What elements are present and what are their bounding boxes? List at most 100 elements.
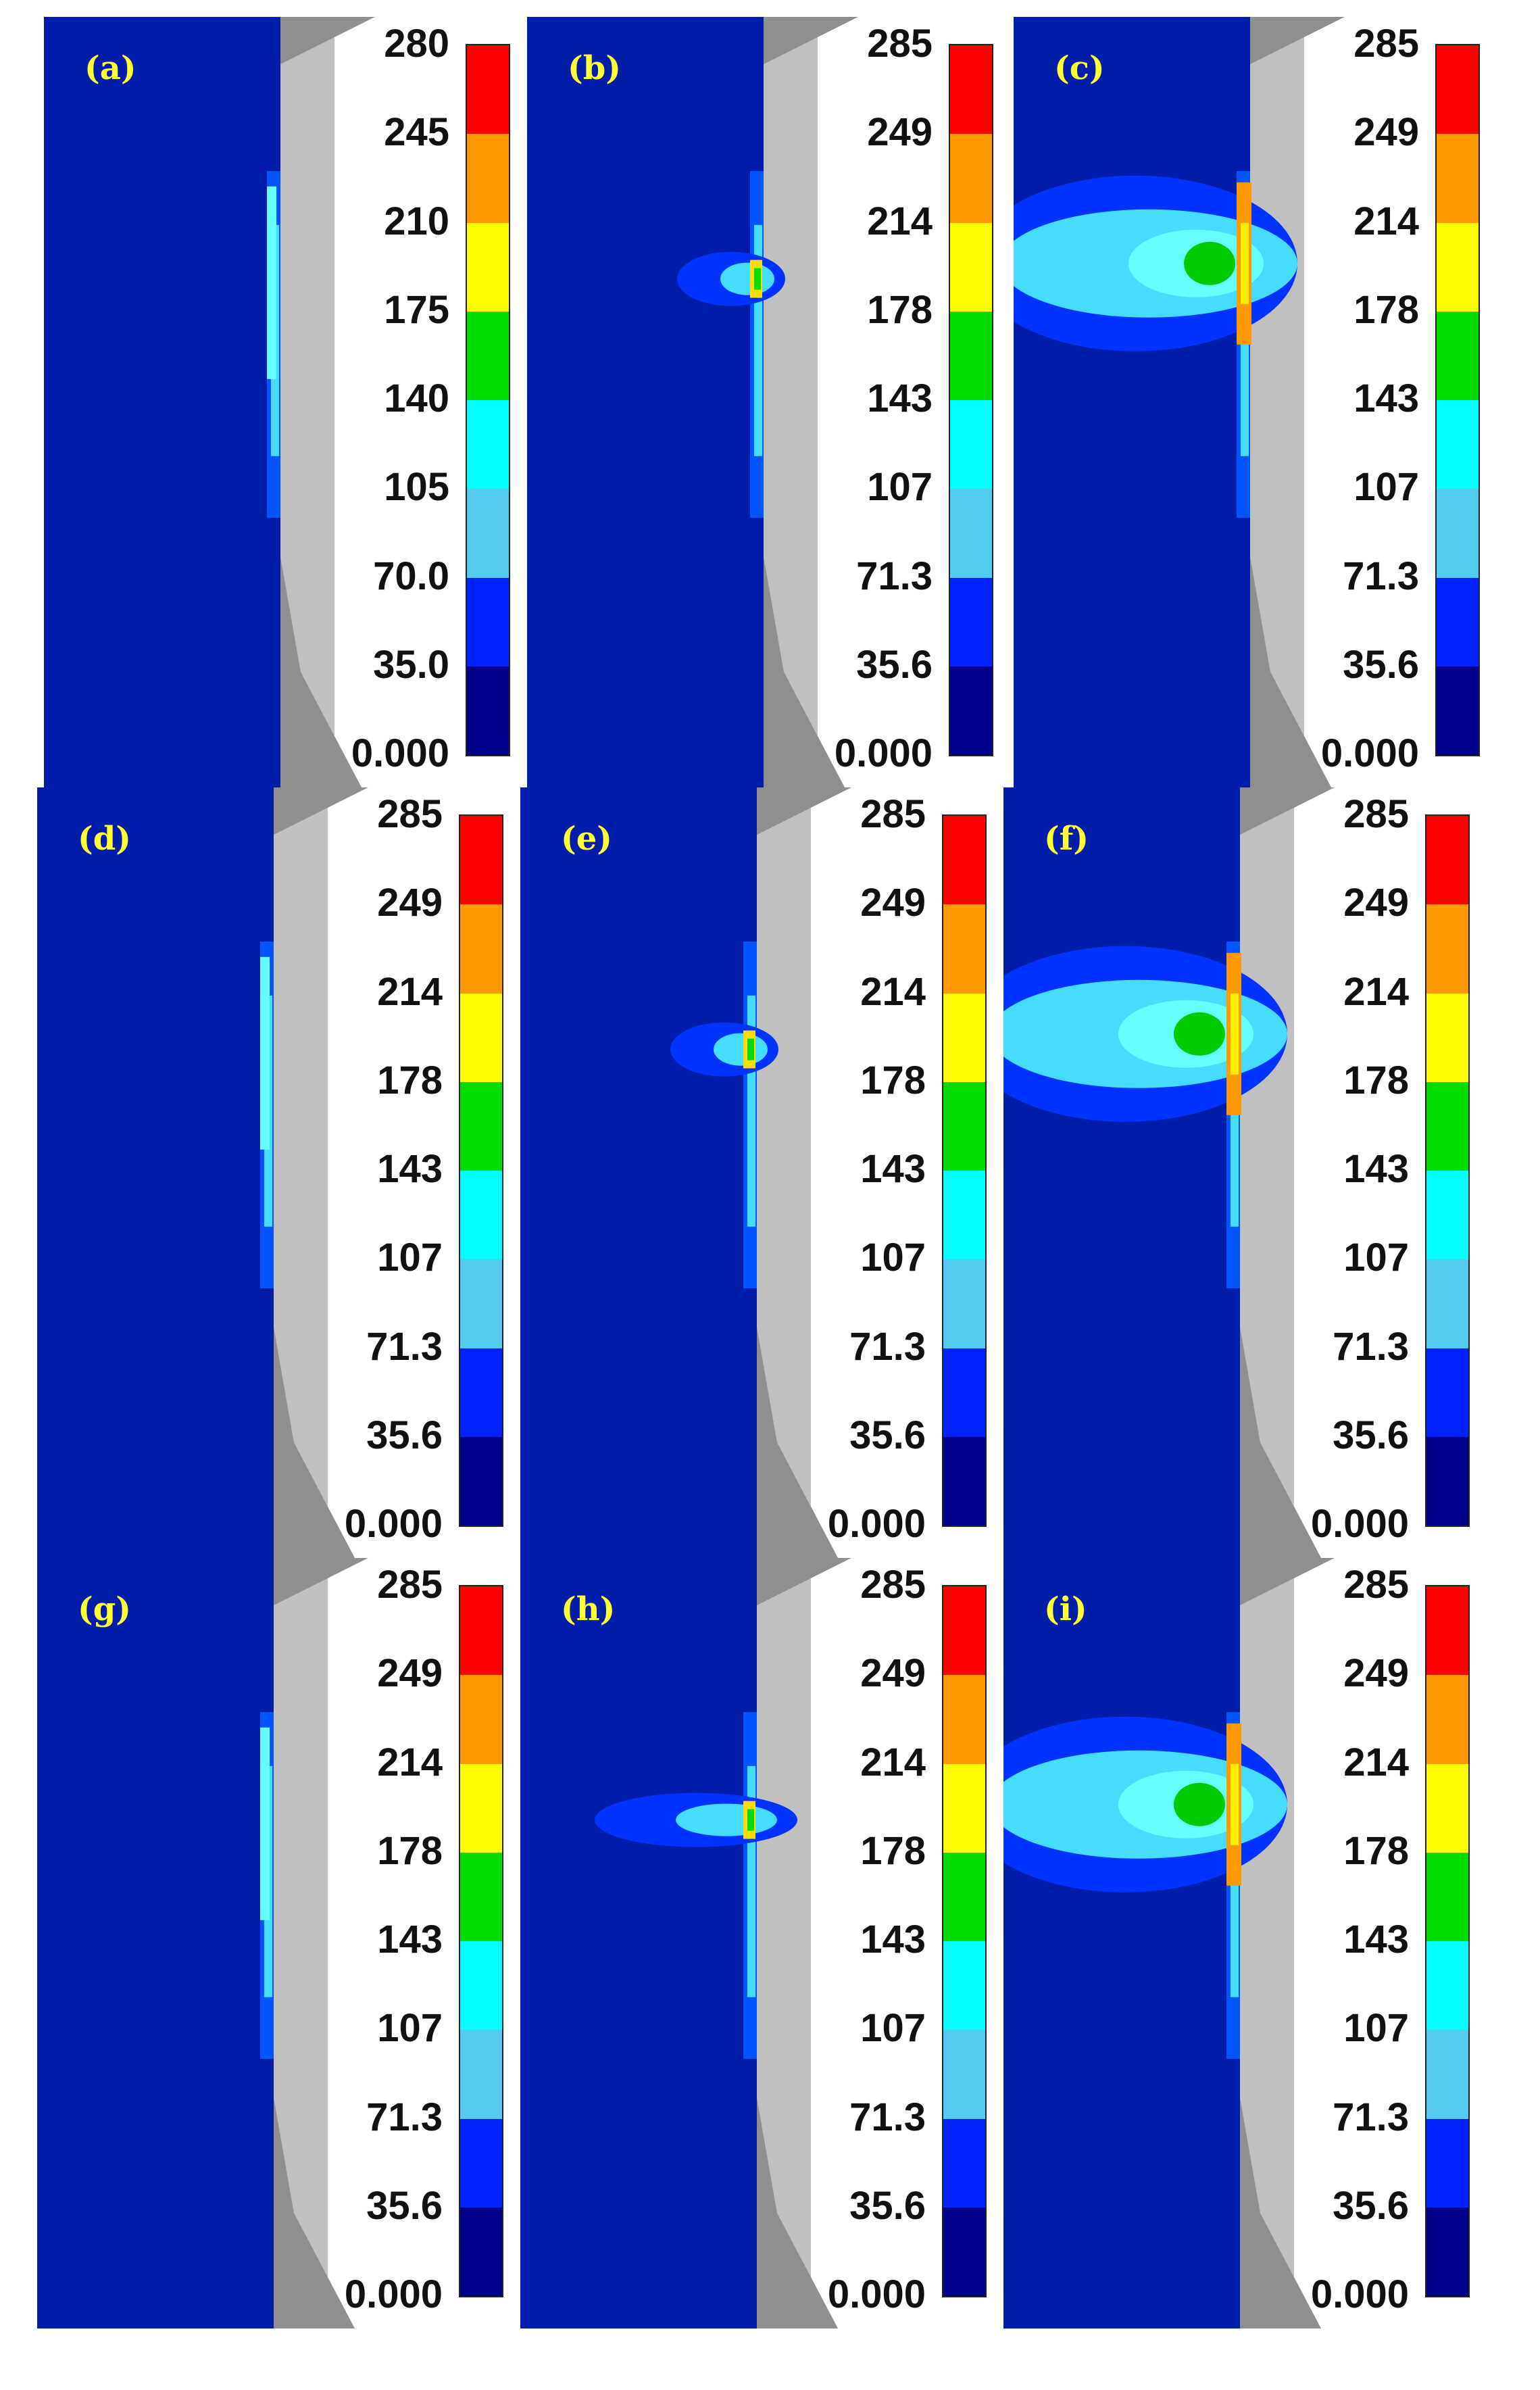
interface-hotspot xyxy=(267,186,276,379)
scale-label: 214 xyxy=(1343,1740,1409,1784)
tool-rake-face xyxy=(1250,17,1345,64)
colorbar-segment xyxy=(460,1941,502,2030)
colorbar-segment xyxy=(1426,1259,1468,1348)
scale-label: 178 xyxy=(860,1058,926,1102)
scale-label: 143 xyxy=(377,1147,443,1191)
scale-label: 249 xyxy=(860,1651,926,1696)
heat-plume-inner xyxy=(676,1803,777,1836)
colorbar-segment xyxy=(1426,1436,1468,1526)
colorbar-segment xyxy=(467,666,509,755)
colorbar-segment xyxy=(460,993,502,1082)
scale-label: 107 xyxy=(1353,465,1419,510)
workpiece-region xyxy=(44,17,280,787)
colorbar-segment xyxy=(950,134,992,223)
tool-flank xyxy=(280,556,362,787)
workpiece-region xyxy=(1003,1558,1240,2328)
tool-body xyxy=(757,787,838,1558)
colorbar-segment xyxy=(1426,2030,1468,2119)
scale-label: 35.6 xyxy=(856,642,933,687)
scale-label: 285 xyxy=(867,22,933,66)
workpiece-region xyxy=(520,1558,757,2328)
colorbar-segment xyxy=(950,489,992,578)
tool-rake-face xyxy=(757,787,851,835)
tool-rake-face xyxy=(757,1558,851,1605)
colorbar-segment xyxy=(460,904,502,994)
colorbar-segment xyxy=(460,1675,502,1764)
colorbar-segment xyxy=(950,577,992,666)
colorbar xyxy=(1425,814,1470,1527)
colorbar-segment xyxy=(460,2207,502,2296)
scale-label: 107 xyxy=(860,2006,926,2051)
scale-label: 35.6 xyxy=(849,1413,926,1457)
colorbar-segment xyxy=(943,1259,985,1348)
tool-rake-face xyxy=(274,787,368,835)
scale-label: 249 xyxy=(867,110,933,155)
colorbar-segment xyxy=(467,311,509,400)
colorbar-segment xyxy=(943,904,985,994)
scale-label: 143 xyxy=(867,376,933,420)
colorbar-segment xyxy=(1426,1675,1468,1764)
colorbar xyxy=(942,814,987,1527)
interface-hotspot xyxy=(260,956,270,1150)
colorbar-segment xyxy=(943,1436,985,1526)
colorbar-segment xyxy=(460,1348,502,1437)
colorbar-segment xyxy=(460,2030,502,2119)
tool-rake-face xyxy=(764,17,858,64)
colorbar-segment xyxy=(1426,2207,1468,2296)
tool-body xyxy=(1240,787,1321,1558)
scale-label: 245 xyxy=(384,110,449,155)
colorbar-segment xyxy=(943,2030,985,2119)
scale-label: 71.3 xyxy=(856,554,933,598)
tool-rake-face xyxy=(1240,787,1335,835)
tool-body xyxy=(764,17,845,787)
panel-letter: (b) xyxy=(568,49,621,87)
interface-core xyxy=(747,1809,754,1831)
scale-label: 178 xyxy=(1343,1058,1409,1102)
temperature-field xyxy=(37,787,368,1558)
scale-label: 107 xyxy=(377,1236,443,1280)
panel-letter: (a) xyxy=(84,49,136,87)
scale-label: 210 xyxy=(384,199,449,243)
tool-flank xyxy=(757,2097,838,2328)
scale-label: 178 xyxy=(867,287,933,332)
scale-label: 249 xyxy=(1343,1651,1409,1696)
panel-a: (a) 280 245 210 175 140 105 70.0 35.0 0.000 xyxy=(44,17,517,787)
scale-label: 71.3 xyxy=(366,1324,443,1369)
scale-label: 249 xyxy=(860,881,926,925)
colorbar xyxy=(949,44,993,756)
scale-label: 143 xyxy=(860,1147,926,1191)
scale-label: 0.000 xyxy=(827,1502,926,1546)
colorbar-segment xyxy=(943,1081,985,1171)
colorbar-segment xyxy=(950,400,992,489)
scale-label: 105 xyxy=(384,465,449,510)
tool-flank xyxy=(1240,1327,1321,1558)
scale-label: 71.3 xyxy=(849,2095,926,2139)
colorbar xyxy=(459,814,503,1527)
scale-label: 35.6 xyxy=(1333,1413,1409,1457)
tool-body xyxy=(274,787,355,1558)
colorbar-segment xyxy=(943,1852,985,1941)
colorbar-segment xyxy=(460,1436,502,1526)
scale-label: 178 xyxy=(377,1058,443,1102)
panel-letter: (c) xyxy=(1054,49,1105,87)
tool-flank xyxy=(1240,2097,1321,2328)
scale-label: 143 xyxy=(1343,1918,1409,1961)
colorbar-segment xyxy=(467,222,509,312)
scale-label: 0.000 xyxy=(344,1502,443,1546)
colorbar-segment xyxy=(943,1675,985,1764)
scale-label: 214 xyxy=(860,969,926,1014)
colorbar-segment xyxy=(1437,311,1479,400)
workpiece-region xyxy=(527,17,764,787)
scale-label: 107 xyxy=(1343,1236,1409,1280)
scale-label: 35.6 xyxy=(849,2183,926,2228)
heat-plume-inner xyxy=(714,1033,768,1066)
scale-label: 178 xyxy=(860,1828,926,1873)
panel-letter: (i) xyxy=(1044,1590,1087,1628)
heat-plume-core xyxy=(1174,1012,1225,1056)
scale-label: 285 xyxy=(1343,792,1409,836)
panel-e: (e) 285 249 214 178 143 107 71.3 35.6 0.000 xyxy=(520,787,993,1558)
colorbar-segment xyxy=(1426,1763,1468,1853)
scale-label: 107 xyxy=(377,2006,443,2051)
workpiece-region xyxy=(37,1558,274,2328)
tool-body xyxy=(1250,17,1331,787)
